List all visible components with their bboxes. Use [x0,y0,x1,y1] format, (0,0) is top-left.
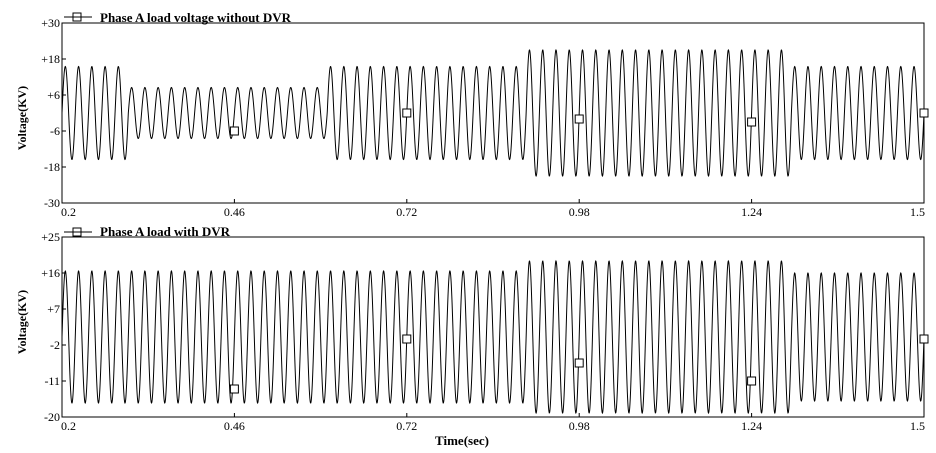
y-tick-label: -18 [44,160,60,174]
y-tick-label: -30 [44,196,60,210]
tick-marks [61,22,925,204]
legend-marker [72,12,82,22]
data-marker [747,376,757,386]
chart-title: Phase A load with DVR [100,224,231,239]
series-line [61,49,925,177]
x-tick-label: 0.98 [569,419,590,433]
y-tick-label: -6 [50,124,60,138]
chart-without-dvr: Voltage(KV) Phase A load voltage without… [15,10,929,219]
legend: Phase A load with DVR [64,224,231,239]
data-marker [402,108,412,118]
y-axis-label: Voltage(KV) [15,86,29,150]
y-tick-label: +16 [41,266,60,280]
data-marker [574,358,584,368]
x-tick-labels: 0.2 0.46 0.72 0.98 1.24 1.5 [61,419,925,433]
data-marker [919,108,929,118]
x-tick-labels: 0.2 0.46 0.72 0.98 1.24 1.5 [61,205,925,219]
y-tick-label: +7 [47,302,60,316]
y-tick-label: +25 [41,230,60,244]
x-tick-label: 0.98 [569,205,590,219]
data-marker [402,334,412,344]
series-markers [229,334,929,394]
data-marker [574,114,584,124]
y-tick-labels: +25 +16 +7 -2 -11 -20 [41,230,60,424]
chart-title: Phase A load voltage without DVR [100,10,292,25]
x-tick-label: 1.5 [910,205,925,219]
series-markers [229,108,929,136]
chart-with-dvr: Voltage(KV) Phase A load with DVR +25 +16… [15,224,929,448]
y-tick-label: -11 [44,374,60,388]
x-tick-label: 0.72 [396,419,417,433]
data-marker [229,126,239,136]
y-tick-label: -20 [44,410,60,424]
x-tick-label: 0.2 [61,419,76,433]
series-line [61,259,925,415]
y-tick-label: +6 [47,88,60,102]
x-axis-label: Time(sec) [435,433,489,448]
y-tick-label: -2 [50,338,60,352]
x-tick-label: 1.24 [741,419,762,433]
y-axis-label: Voltage(KV) [15,290,29,354]
y-tick-label: +18 [41,52,60,66]
x-tick-label: 0.72 [396,205,417,219]
x-tick-label: 0.46 [224,205,245,219]
x-tick-label: 1.24 [741,205,762,219]
x-tick-label: 0.46 [224,419,245,433]
y-tick-label: +30 [41,16,60,30]
legend: Phase A load voltage without DVR [64,10,292,25]
legend-marker [72,227,82,237]
y-tick-labels: +30 +18 +6 -6 -18 -30 [41,16,60,210]
data-marker [229,384,239,394]
x-tick-label: 0.2 [61,205,76,219]
data-marker [747,117,757,127]
tick-marks [61,236,925,418]
data-marker [919,334,929,344]
x-tick-label: 1.5 [910,419,925,433]
